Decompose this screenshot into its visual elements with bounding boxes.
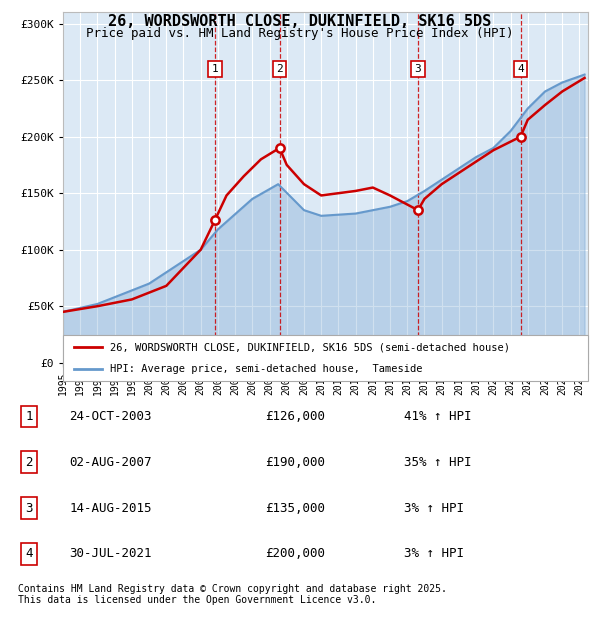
Text: 3: 3 — [415, 64, 421, 74]
Text: 02-AUG-2007: 02-AUG-2007 — [70, 456, 152, 469]
Text: 4: 4 — [517, 64, 524, 74]
Text: 24-OCT-2003: 24-OCT-2003 — [70, 410, 152, 423]
Text: This data is licensed under the Open Government Licence v3.0.: This data is licensed under the Open Gov… — [18, 595, 376, 605]
Text: 30-JUL-2021: 30-JUL-2021 — [70, 547, 152, 560]
Text: 14-AUG-2015: 14-AUG-2015 — [70, 502, 152, 515]
Text: 3: 3 — [26, 502, 33, 515]
Text: 35% ↑ HPI: 35% ↑ HPI — [404, 456, 471, 469]
Text: Price paid vs. HM Land Registry's House Price Index (HPI): Price paid vs. HM Land Registry's House … — [86, 27, 514, 40]
Text: 26, WORDSWORTH CLOSE, DUKINFIELD, SK16 5DS: 26, WORDSWORTH CLOSE, DUKINFIELD, SK16 5… — [109, 14, 491, 29]
Text: Contains HM Land Registry data © Crown copyright and database right 2025.: Contains HM Land Registry data © Crown c… — [18, 584, 447, 594]
Text: 41% ↑ HPI: 41% ↑ HPI — [404, 410, 471, 423]
FancyBboxPatch shape — [63, 335, 588, 381]
Text: 3% ↑ HPI: 3% ↑ HPI — [404, 502, 464, 515]
Text: 3% ↑ HPI: 3% ↑ HPI — [404, 547, 464, 560]
Text: 1: 1 — [211, 64, 218, 74]
Text: £200,000: £200,000 — [265, 547, 325, 560]
Text: 26, WORDSWORTH CLOSE, DUKINFIELD, SK16 5DS (semi-detached house): 26, WORDSWORTH CLOSE, DUKINFIELD, SK16 5… — [110, 342, 510, 352]
Text: 4: 4 — [26, 547, 33, 560]
Text: 2: 2 — [26, 456, 33, 469]
Text: HPI: Average price, semi-detached house,  Tameside: HPI: Average price, semi-detached house,… — [110, 364, 423, 374]
Text: £190,000: £190,000 — [265, 456, 325, 469]
Text: £126,000: £126,000 — [265, 410, 325, 423]
Text: 1: 1 — [26, 410, 33, 423]
Text: £135,000: £135,000 — [265, 502, 325, 515]
Text: 2: 2 — [276, 64, 283, 74]
